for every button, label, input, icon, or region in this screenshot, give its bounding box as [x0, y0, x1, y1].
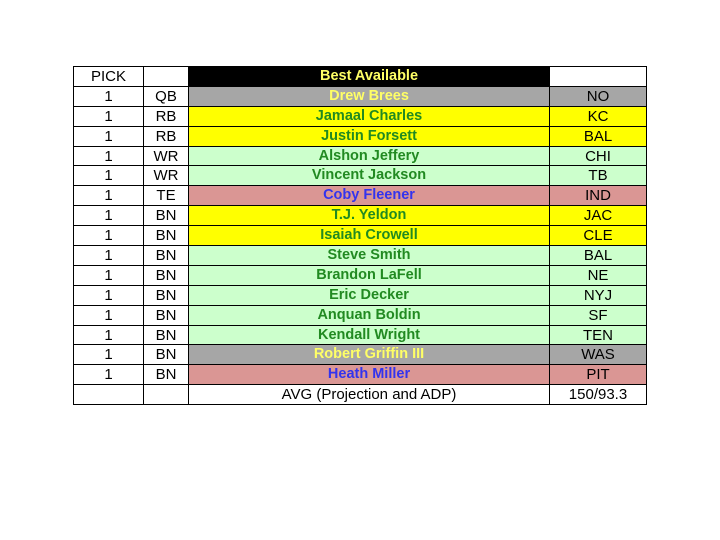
pick-cell: 1: [73, 205, 144, 227]
team-cell: NE: [549, 264, 647, 286]
player-row: 1 QB Drew Brees NO: [73, 85, 647, 107]
average-row: AVG (Projection and ADP) 150/93.3: [73, 384, 647, 406]
player-name-cell: Anquan Boldin: [188, 304, 550, 326]
pick-cell: 1: [73, 364, 144, 386]
pick-cell: 1: [73, 225, 144, 247]
player-name-cell: Steve Smith: [188, 245, 550, 266]
team-cell: TEN: [549, 324, 647, 346]
player-name-cell: Heath Miller: [188, 364, 550, 386]
player-name-cell: Kendall Wright: [188, 324, 550, 346]
player-name-cell: Drew Brees: [188, 85, 550, 107]
player-row: 1 BN T.J. Yeldon JAC: [73, 205, 647, 227]
team-cell: BAL: [549, 125, 647, 147]
player-row: 1 RB Jamaal Charles KC: [73, 105, 647, 127]
pick-cell: 1: [73, 185, 144, 207]
position-cell: TE: [143, 185, 189, 207]
position-cell: BN: [143, 205, 189, 227]
player-name-cell: T.J. Yeldon: [188, 205, 550, 227]
pick-cell: 1: [73, 324, 144, 346]
position-cell: BN: [143, 344, 189, 366]
player-row: 1 BN Robert Griffin III WAS: [73, 344, 647, 366]
position-cell: BN: [143, 264, 189, 286]
header-team: [549, 66, 647, 87]
footer-position: [143, 384, 189, 406]
player-name-cell: Vincent Jackson: [188, 165, 550, 187]
best-available-table: PICK Best Available 1 QB Drew Brees NO 1 RB Ja…: [73, 66, 647, 406]
player-name-cell: Robert Griffin III: [188, 344, 550, 366]
player-name-cell: Eric Decker: [188, 284, 550, 306]
footer-pick: [73, 384, 144, 406]
pick-cell: 1: [73, 165, 144, 187]
position-cell: BN: [143, 225, 189, 247]
player-row: 1 BN Eric Decker NYJ: [73, 284, 647, 306]
player-name-cell: Jamaal Charles: [188, 105, 550, 127]
position-cell: BN: [143, 364, 189, 386]
team-cell: CLE: [549, 225, 647, 247]
player-row: 1 BN Steve Smith BAL: [73, 245, 647, 266]
player-row: 1 WR Vincent Jackson TB: [73, 165, 647, 187]
player-row: 1 BN Heath Miller PIT: [73, 364, 647, 386]
team-cell: KC: [549, 105, 647, 127]
player-row: 1 BN Kendall Wright TEN: [73, 324, 647, 346]
header-position: [143, 66, 189, 87]
player-row: 1 TE Coby Fleener IND: [73, 185, 647, 207]
average-label: AVG (Projection and ADP): [188, 384, 550, 406]
player-name-cell: Justin Forsett: [188, 125, 550, 147]
team-cell: JAC: [549, 205, 647, 227]
pick-cell: 1: [73, 105, 144, 127]
pick-cell: 1: [73, 145, 144, 167]
team-cell: BAL: [549, 245, 647, 266]
position-cell: RB: [143, 125, 189, 147]
pick-cell: 1: [73, 264, 144, 286]
position-cell: RB: [143, 105, 189, 127]
position-cell: BN: [143, 284, 189, 306]
pick-cell: 1: [73, 344, 144, 366]
average-value: 150/93.3: [549, 384, 647, 406]
player-name-cell: Brandon LaFell: [188, 264, 550, 286]
team-cell: WAS: [549, 344, 647, 366]
team-cell: SF: [549, 304, 647, 326]
pick-cell: 1: [73, 125, 144, 147]
header-title: Best Available: [188, 66, 550, 87]
header-pick: PICK: [73, 66, 144, 87]
pick-cell: 1: [73, 85, 144, 107]
player-name-cell: Coby Fleener: [188, 185, 550, 207]
header-row: PICK Best Available: [73, 66, 647, 87]
position-cell: WR: [143, 145, 189, 167]
position-cell: BN: [143, 324, 189, 346]
team-cell: IND: [549, 185, 647, 207]
position-cell: WR: [143, 165, 189, 187]
player-row: 1 RB Justin Forsett BAL: [73, 125, 647, 147]
team-cell: CHI: [549, 145, 647, 167]
pick-cell: 1: [73, 245, 144, 266]
player-name-cell: Alshon Jeffery: [188, 145, 550, 167]
player-row: 1 WR Alshon Jeffery CHI: [73, 145, 647, 167]
pick-cell: 1: [73, 304, 144, 326]
player-row: 1 BN Anquan Boldin SF: [73, 304, 647, 326]
team-cell: NO: [549, 85, 647, 107]
team-cell: NYJ: [549, 284, 647, 306]
position-cell: BN: [143, 245, 189, 266]
player-row: 1 BN Brandon LaFell NE: [73, 264, 647, 286]
player-name-cell: Isaiah Crowell: [188, 225, 550, 247]
team-cell: TB: [549, 165, 647, 187]
position-cell: BN: [143, 304, 189, 326]
team-cell: PIT: [549, 364, 647, 386]
player-row: 1 BN Isaiah Crowell CLE: [73, 225, 647, 247]
position-cell: QB: [143, 85, 189, 107]
pick-cell: 1: [73, 284, 144, 306]
